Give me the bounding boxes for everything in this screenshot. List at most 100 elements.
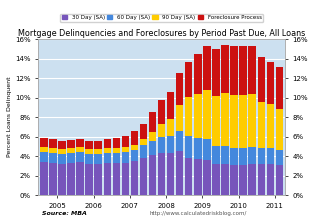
Bar <box>212 146 220 164</box>
Bar <box>267 164 274 195</box>
Bar <box>194 94 202 138</box>
Bar <box>276 67 283 109</box>
Bar <box>248 164 256 195</box>
Bar <box>203 160 211 195</box>
Bar <box>149 132 156 141</box>
Bar <box>104 139 111 148</box>
Bar <box>113 138 120 148</box>
Bar <box>194 138 202 159</box>
Bar <box>239 95 247 148</box>
Bar <box>58 141 66 149</box>
Bar <box>276 165 283 195</box>
Bar <box>176 151 183 195</box>
Bar <box>221 146 229 164</box>
Text: http://www.calculatedriskblog.com/: http://www.calculatedriskblog.com/ <box>150 211 247 216</box>
Bar <box>203 46 211 90</box>
Bar <box>104 163 111 195</box>
Bar <box>248 148 256 164</box>
Bar <box>167 92 174 119</box>
Bar <box>40 162 48 195</box>
Bar <box>185 136 193 158</box>
Bar <box>158 124 165 137</box>
Bar <box>230 148 238 165</box>
Bar <box>76 162 84 195</box>
Title: Mortgage Delinquencies and Foreclosures by Period Past Due, All Loans: Mortgage Delinquencies and Foreclosures … <box>18 29 305 38</box>
Bar <box>131 161 138 195</box>
Bar <box>113 153 120 163</box>
Bar <box>76 148 84 152</box>
Y-axis label: Percent Loans Delinquent: Percent Loans Delinquent <box>7 77 12 158</box>
Bar <box>239 148 247 165</box>
Bar <box>140 124 147 139</box>
Bar <box>267 62 274 105</box>
Bar <box>122 152 129 163</box>
Bar <box>239 165 247 195</box>
Bar <box>113 148 120 153</box>
Bar <box>176 105 183 131</box>
Bar <box>149 112 156 132</box>
Bar <box>122 163 129 195</box>
Bar <box>203 90 211 139</box>
Bar <box>185 97 193 136</box>
Text: Source: MBA: Source: MBA <box>42 211 86 216</box>
Bar <box>49 163 57 195</box>
Bar <box>149 155 156 195</box>
Bar <box>221 45 229 93</box>
Bar <box>267 105 274 148</box>
Bar <box>167 136 174 153</box>
Bar <box>49 148 57 153</box>
Legend: 30 Day (SA), 60 Day (SA), 90 Day (SA), Foreclosure Process: 30 Day (SA), 60 Day (SA), 90 Day (SA), F… <box>60 14 263 22</box>
Bar <box>258 102 265 148</box>
Bar <box>94 154 102 164</box>
Bar <box>203 139 211 160</box>
Bar <box>230 95 238 148</box>
Bar <box>58 149 66 154</box>
Bar <box>267 148 274 164</box>
Bar <box>185 158 193 195</box>
Bar <box>276 109 283 150</box>
Bar <box>104 153 111 163</box>
Bar <box>167 153 174 195</box>
Bar <box>176 73 183 105</box>
Bar <box>67 148 75 153</box>
Bar <box>131 131 138 145</box>
Bar <box>230 46 238 95</box>
Bar <box>239 46 247 95</box>
Bar <box>94 141 102 149</box>
Bar <box>212 49 220 96</box>
Bar <box>40 138 48 148</box>
Bar <box>94 149 102 154</box>
Bar <box>49 139 57 148</box>
Bar <box>40 152 48 162</box>
Bar <box>194 54 202 94</box>
Bar <box>49 153 57 163</box>
Bar <box>140 146 147 158</box>
Bar <box>167 119 174 136</box>
Bar <box>94 164 102 195</box>
Bar <box>85 141 93 149</box>
Bar <box>158 153 165 195</box>
Bar <box>85 164 93 195</box>
Bar <box>221 93 229 146</box>
Bar <box>258 148 265 164</box>
Bar <box>194 159 202 195</box>
Bar <box>212 96 220 146</box>
Bar <box>113 163 120 195</box>
Bar <box>58 154 66 164</box>
Bar <box>104 148 111 153</box>
Bar <box>122 136 129 148</box>
Bar <box>76 139 84 148</box>
Bar <box>40 148 48 152</box>
Bar <box>131 150 138 161</box>
Bar <box>258 57 265 102</box>
Bar <box>248 46 256 94</box>
Bar <box>67 163 75 195</box>
Bar <box>185 62 193 97</box>
Bar <box>258 164 265 195</box>
Bar <box>176 131 183 151</box>
Bar <box>158 137 165 153</box>
Bar <box>149 141 156 155</box>
Bar <box>158 100 165 124</box>
Bar <box>140 139 147 146</box>
Bar <box>122 148 129 152</box>
